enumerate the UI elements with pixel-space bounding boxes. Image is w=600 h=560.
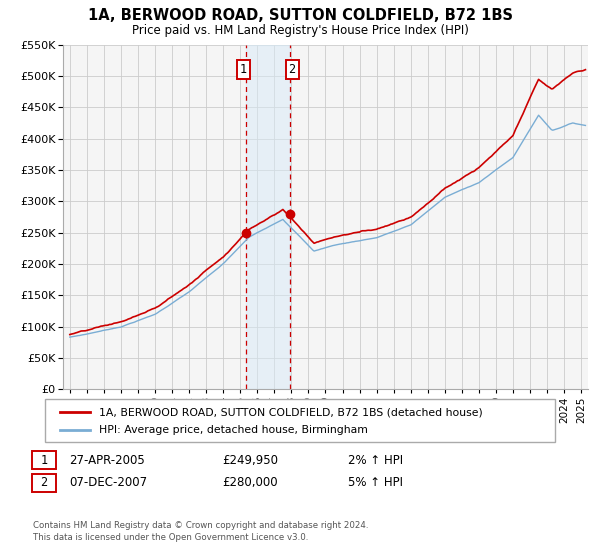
Text: 2: 2 bbox=[289, 63, 296, 76]
Text: 1A, BERWOOD ROAD, SUTTON COLDFIELD, B72 1BS: 1A, BERWOOD ROAD, SUTTON COLDFIELD, B72 … bbox=[88, 8, 512, 24]
Text: Contains HM Land Registry data © Crown copyright and database right 2024.: Contains HM Land Registry data © Crown c… bbox=[33, 521, 368, 530]
Text: 2: 2 bbox=[40, 476, 47, 489]
Text: 1A, BERWOOD ROAD, SUTTON COLDFIELD, B72 1BS (detached house): 1A, BERWOOD ROAD, SUTTON COLDFIELD, B72 … bbox=[99, 407, 483, 417]
Text: 5% ↑ HPI: 5% ↑ HPI bbox=[348, 476, 403, 489]
Text: 27-APR-2005: 27-APR-2005 bbox=[69, 454, 145, 467]
Text: 1: 1 bbox=[40, 454, 47, 467]
Text: 07-DEC-2007: 07-DEC-2007 bbox=[69, 476, 147, 489]
Bar bbox=[246, 45, 290, 389]
Text: Price paid vs. HM Land Registry's House Price Index (HPI): Price paid vs. HM Land Registry's House … bbox=[131, 24, 469, 37]
Text: £249,950: £249,950 bbox=[222, 454, 278, 467]
Text: This data is licensed under the Open Government Licence v3.0.: This data is licensed under the Open Gov… bbox=[33, 533, 308, 542]
Text: 1: 1 bbox=[240, 63, 247, 76]
Text: HPI: Average price, detached house, Birmingham: HPI: Average price, detached house, Birm… bbox=[99, 425, 368, 435]
Text: 2% ↑ HPI: 2% ↑ HPI bbox=[348, 454, 403, 467]
Text: £280,000: £280,000 bbox=[222, 476, 278, 489]
